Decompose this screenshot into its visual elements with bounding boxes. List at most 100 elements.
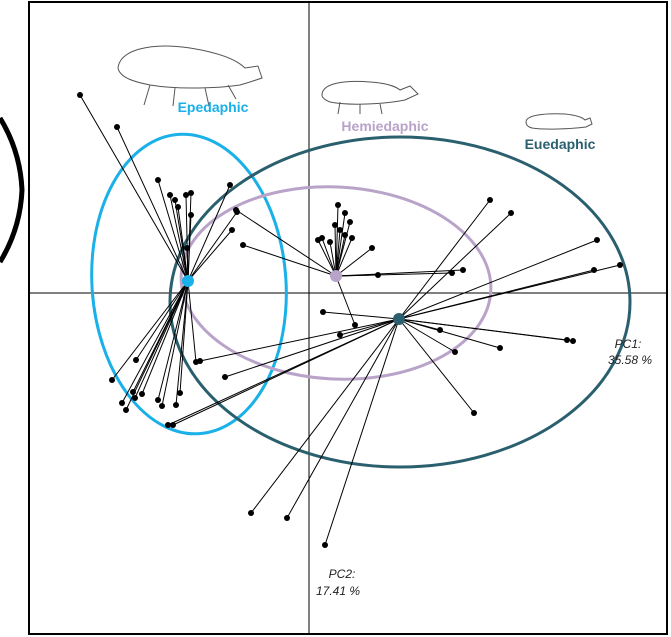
group-ellipse [168,135,632,469]
spoke [187,211,238,282]
spoke [324,318,400,546]
axis-name: PC1: [615,337,642,351]
sample-point [133,357,139,363]
spoke [398,239,598,320]
spoke [335,269,464,277]
sample-point [77,92,83,98]
epedaphic-icon [117,45,263,107]
spoke [335,247,373,277]
spoke [335,275,356,326]
sample-point [175,204,181,210]
sample-point [594,237,600,243]
spoke [167,318,400,426]
sample-point [337,332,343,338]
spoke [398,318,574,342]
sample-point [248,510,254,516]
spoke [398,318,441,331]
sample-point [177,390,183,396]
spoke [175,280,189,406]
sample-point [342,210,348,216]
spoke [334,224,337,277]
sample-point [449,270,455,276]
sample-point [114,124,120,130]
sample-point [342,232,348,238]
sample-point [375,272,381,278]
sample-point [155,177,161,183]
spoke [398,212,512,320]
spoke [339,318,400,336]
insect-icons [117,45,593,130]
spoke [250,318,400,514]
axis-variance: 35.58 % [608,353,652,367]
spoke [242,244,337,277]
sample-point [497,345,503,351]
sample-point [332,222,338,228]
spoke [224,318,400,378]
sample-point [159,403,165,409]
frame [28,1,668,635]
sample-point [452,349,458,355]
sample-point [564,337,570,343]
sample-point [369,245,375,251]
spoke [398,318,456,353]
spoke [157,179,189,282]
sample-point [591,267,597,273]
sample-point [320,309,326,315]
spoke [199,318,400,362]
sample-point [233,207,239,213]
sample-point [437,327,443,333]
spoke [335,204,339,277]
spoke [335,212,346,277]
sample-point [327,239,333,245]
sample-point [184,245,190,251]
spoke [157,280,189,401]
sample-point [119,400,125,406]
sample-point [349,235,355,241]
sample-point [165,422,171,428]
spoke [169,194,189,282]
sample-point [229,227,235,233]
sample-point [155,397,161,403]
sample-point [352,322,358,328]
sample-point [487,197,493,203]
spoke [335,237,353,277]
spoke [286,318,400,519]
sample-point [240,242,246,248]
axis-name: PC2: [329,567,356,581]
spoke [321,237,337,277]
spoke [398,199,491,320]
sample-point [222,374,228,380]
group-label: Epedaphic [178,99,249,115]
centroid [330,270,342,282]
sample-point [508,210,514,216]
spoke [79,94,189,282]
hemiedaphic-icon [321,80,419,115]
axis-variance: 17.41 % [316,584,360,598]
sample-point [617,262,623,268]
spoke [121,280,189,404]
spoke [179,280,189,394]
sample-point [460,267,466,273]
spoke [322,311,400,320]
sample-point [172,197,178,203]
spoke [135,280,189,361]
sample-point [183,192,189,198]
sample-point [170,422,176,428]
sample-point [227,182,233,188]
sample-point [347,219,353,225]
group-ellipse [179,185,493,381]
partial-circle [0,116,25,264]
spoke [134,280,189,399]
sample-point [284,515,290,521]
sample-point [319,235,325,241]
sample-point [322,542,328,548]
group-label: Hemiedaphic [341,118,428,134]
spoke [187,184,231,282]
sample-point [471,410,477,416]
spoke [317,239,337,277]
sample-point [197,358,203,364]
spoke [177,206,189,282]
sample-point [188,212,194,218]
